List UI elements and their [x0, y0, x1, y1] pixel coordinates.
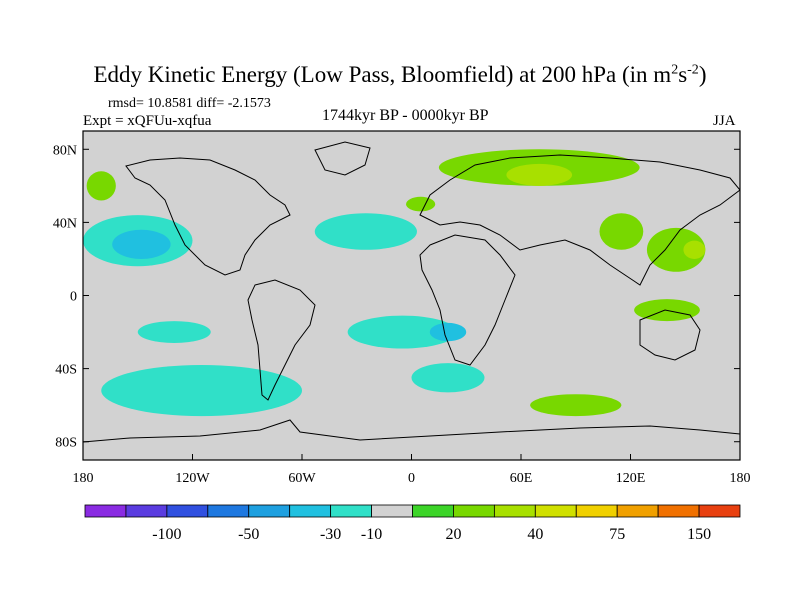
lat-label: 40N — [53, 216, 77, 231]
colorbar-swatch — [575, 504, 618, 518]
field-atlantic-core — [429, 322, 467, 342]
field-europe — [406, 196, 436, 212]
colorbar-swatch — [289, 504, 332, 518]
colorbar-swatch — [84, 504, 127, 518]
field-china — [599, 213, 644, 250]
lon-label: 180 — [730, 471, 751, 486]
coastlines — [83, 141, 740, 443]
lat-label: 0 — [70, 290, 77, 305]
coast-africa — [419, 234, 516, 366]
colorbar-label: -10 — [361, 526, 382, 543]
lat-label: 80N — [53, 143, 77, 158]
colorbar-swatch — [248, 504, 291, 518]
anomaly-fields — [83, 149, 706, 417]
coast-greenland — [314, 141, 371, 176]
lat-label: 40S — [55, 363, 77, 378]
colorbar-swatch — [453, 504, 495, 518]
field-north-atlantic — [314, 213, 417, 250]
axis-ticks: 80N 40N 0 40S 80S 180 120W 60W 0 60E 120E 180 — [53, 143, 751, 486]
lon-label: 180 — [73, 471, 94, 486]
lat-label: 80S — [55, 436, 77, 451]
colorbar-swatch — [166, 504, 209, 518]
colorbar-label: 20 — [445, 526, 461, 543]
coast-south-america — [247, 279, 316, 401]
field-north-america-north — [86, 171, 116, 201]
coast-eurasia — [419, 154, 740, 286]
colorbar: -100 -50 -30 -10 20 40 75 150 — [84, 504, 741, 543]
colorbar-label: -100 — [152, 526, 181, 543]
colorbar-label: 75 — [609, 526, 625, 543]
field-pacific-core — [112, 229, 171, 259]
stats-text: rmsd= 10.8581 diff= -2.1573 — [108, 96, 271, 111]
colorbar-label: 150 — [687, 526, 711, 543]
lon-label: 60E — [510, 471, 533, 486]
season-label: JJA — [713, 113, 736, 129]
colorbar-label: 40 — [527, 526, 543, 543]
field-siberia-core — [506, 163, 573, 186]
coast-antarctica — [83, 419, 740, 443]
lon-label: 120W — [175, 471, 210, 486]
field-west-pacific-core — [683, 240, 706, 259]
colorbar-label: -50 — [238, 526, 259, 543]
colorbar-label: -30 — [320, 526, 341, 543]
experiment-label: Expt = xQFUu-xqfua — [83, 113, 212, 129]
field-south-ocean — [101, 364, 302, 417]
map-title: Eddy Kinetic Energy (Low Pass, Bloomfiel… — [93, 62, 707, 87]
coast-australia — [639, 309, 701, 361]
lon-label: 60W — [288, 471, 316, 486]
colorbar-swatch — [412, 504, 454, 518]
field-southern-indian — [530, 394, 622, 417]
field-indian — [411, 363, 485, 393]
colorbar-swatch — [371, 504, 413, 518]
colorbar-swatch — [493, 504, 536, 518]
lon-label: 120E — [616, 471, 646, 486]
period-label: 1744kyr BP - 0000kyr BP — [322, 107, 489, 124]
field-west-pacific — [646, 227, 706, 272]
colorbar-swatch — [207, 504, 250, 518]
coast-north-america — [125, 157, 291, 276]
colorbar-swatch — [657, 504, 700, 518]
colorbar-swatch — [125, 504, 168, 518]
lon-label: 0 — [408, 471, 415, 486]
field-south-pacific — [137, 321, 211, 344]
field-south-atlantic — [347, 315, 458, 349]
colorbar-swatch — [534, 504, 577, 518]
colorbar-swatch — [616, 504, 659, 518]
colorbar-swatch — [698, 504, 741, 518]
colorbar-swatch — [330, 504, 372, 518]
